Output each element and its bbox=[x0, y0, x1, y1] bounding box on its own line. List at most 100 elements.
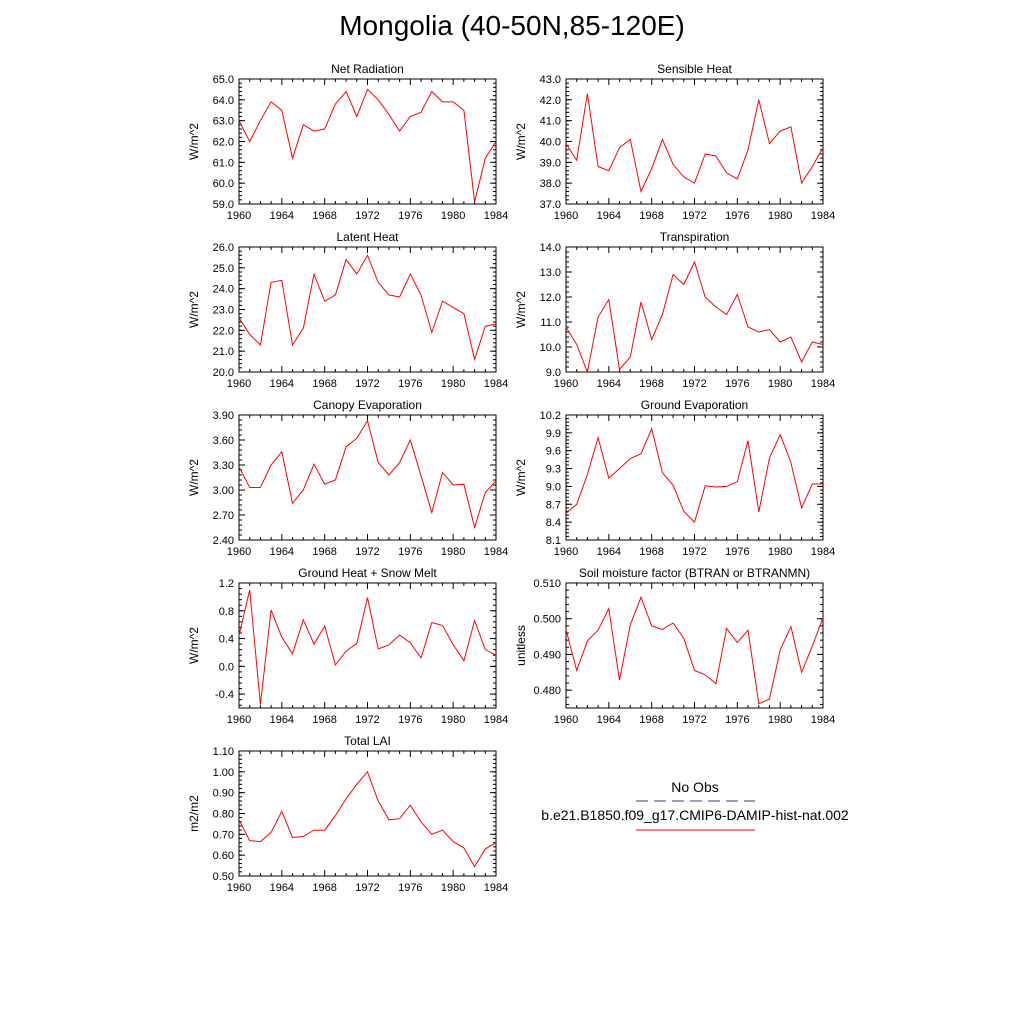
legend: No Obs b.e21.B1850.f09_g17.CMIP6-DAMIP-h… bbox=[541, 779, 849, 831]
x-tick-label: 1968 bbox=[312, 882, 336, 894]
x-tick-label: 1980 bbox=[768, 546, 792, 558]
plot-frame bbox=[238, 78, 497, 205]
x-tick-label: 1960 bbox=[554, 378, 578, 390]
y-tick-label: 22.0 bbox=[213, 325, 234, 337]
y-tick-label: 1.2 bbox=[219, 578, 234, 590]
x-tick-label: 1964 bbox=[597, 210, 621, 222]
y-tick-label: 43.0 bbox=[540, 74, 561, 86]
x-tick-label: 1968 bbox=[312, 714, 336, 726]
y-tick-label: 9.9 bbox=[546, 428, 561, 440]
panel-title: Latent Heat bbox=[336, 230, 399, 244]
x-tick-label: 1980 bbox=[768, 714, 792, 726]
series-line bbox=[238, 589, 497, 705]
x-tick-label: 1984 bbox=[811, 378, 835, 390]
x-tick-label: 1976 bbox=[725, 714, 749, 726]
x-tick-label: 1980 bbox=[441, 882, 465, 894]
x-tick-label: 1976 bbox=[398, 882, 422, 894]
panel-title: Ground Evaporation bbox=[641, 398, 748, 412]
y-tick-label: 8.1 bbox=[546, 535, 561, 547]
y-tick-label: 39.0 bbox=[540, 157, 561, 169]
y-tick-label: 0.0 bbox=[219, 661, 234, 673]
x-tick-label: 1964 bbox=[270, 210, 294, 222]
series-line bbox=[238, 254, 497, 362]
y-tick-label: 9.0 bbox=[546, 367, 561, 379]
plot-frame bbox=[565, 78, 824, 205]
x-tick-label: 1972 bbox=[355, 882, 379, 894]
y-tick-label: 0.70 bbox=[213, 829, 234, 841]
x-tick-label: 1976 bbox=[398, 546, 422, 558]
y-axis-label: W/m^2 bbox=[514, 291, 528, 328]
panel-6: Ground Evaporation W/m^2 1960 1964 1968 1972 1… bbox=[514, 398, 835, 558]
x-tick-label: 1984 bbox=[484, 378, 508, 390]
x-tick-label: 1972 bbox=[355, 546, 379, 558]
series-line bbox=[238, 88, 497, 203]
y-tick-label: 23.0 bbox=[213, 305, 234, 317]
y-tick-label: 3.30 bbox=[213, 460, 234, 472]
y-tick-label: 8.7 bbox=[546, 499, 561, 511]
series-line bbox=[565, 427, 823, 524]
y-tick-label: 60.0 bbox=[213, 178, 234, 190]
x-tick-label: 1972 bbox=[682, 378, 706, 390]
plot-frame bbox=[238, 414, 497, 541]
y-tick-label: 61.0 bbox=[213, 157, 234, 169]
x-tick-label: 1980 bbox=[768, 210, 792, 222]
y-tick-label: 2.70 bbox=[213, 510, 234, 522]
y-tick-label: 0.8 bbox=[219, 606, 234, 618]
panel-7: Ground Heat + Snow Melt W/m^2 1960 1964 1968… bbox=[187, 566, 508, 726]
x-tick-label: 1984 bbox=[484, 546, 508, 558]
y-tick-label: 41.0 bbox=[540, 116, 561, 128]
y-tick-label: 42.0 bbox=[540, 95, 561, 107]
x-tick-label: 1968 bbox=[639, 546, 663, 558]
y-axis-label: m2/m2 bbox=[187, 795, 201, 832]
panel-title: Canopy Evaporation bbox=[313, 398, 422, 412]
x-tick-label: 1984 bbox=[484, 714, 508, 726]
y-tick-label: 0.500 bbox=[533, 614, 561, 626]
x-tick-label: 1964 bbox=[270, 714, 294, 726]
legend-obs-label: No Obs bbox=[671, 779, 718, 795]
y-tick-label: 25.0 bbox=[213, 263, 234, 275]
x-tick-label: 1960 bbox=[227, 378, 251, 390]
panel-9: Total LAI m2/m2 1960 1964 1968 1972 1976 1980 19… bbox=[187, 734, 508, 894]
y-tick-label: 37.0 bbox=[540, 199, 561, 211]
y-tick-label: 13.0 bbox=[540, 267, 561, 279]
x-tick-label: 1980 bbox=[441, 546, 465, 558]
x-tick-label: 1968 bbox=[639, 714, 663, 726]
y-tick-label: 2.40 bbox=[213, 535, 234, 547]
y-axis-label: W/m^2 bbox=[514, 459, 528, 496]
x-tick-label: 1964 bbox=[597, 378, 621, 390]
x-tick-label: 1964 bbox=[597, 546, 621, 558]
panel-1: Net Radiation W/m^2 1960 1964 1968 1972 1976 19… bbox=[187, 62, 508, 222]
y-tick-label: 65.0 bbox=[213, 74, 234, 86]
x-tick-label: 1984 bbox=[811, 210, 835, 222]
plot-frame bbox=[565, 582, 824, 709]
y-tick-label: 3.90 bbox=[213, 410, 234, 422]
legend-model-label: b.e21.B1850.f09_g17.CMIP6-DAMIP-hist-nat… bbox=[541, 807, 849, 823]
y-tick-label: 62.0 bbox=[213, 137, 234, 149]
x-tick-label: 1968 bbox=[639, 210, 663, 222]
y-tick-label: 21.0 bbox=[213, 346, 234, 358]
x-tick-label: 1976 bbox=[398, 378, 422, 390]
y-tick-label: 10.0 bbox=[540, 342, 561, 354]
y-tick-label: 0.50 bbox=[213, 871, 234, 883]
panel-title: Net Radiation bbox=[331, 62, 404, 76]
series-line bbox=[238, 419, 497, 530]
y-tick-label: 0.4 bbox=[219, 634, 234, 646]
y-tick-label: 1.00 bbox=[213, 767, 234, 779]
x-tick-label: 1980 bbox=[441, 714, 465, 726]
y-tick-label: 14.0 bbox=[540, 242, 561, 254]
panel-title: Total LAI bbox=[344, 734, 391, 748]
y-axis-label: W/m^2 bbox=[187, 459, 201, 496]
y-tick-label: 38.0 bbox=[540, 178, 561, 190]
y-tick-label: 24.0 bbox=[213, 284, 234, 296]
y-tick-label: 0.480 bbox=[533, 685, 561, 697]
y-tick-label: 20.0 bbox=[213, 367, 234, 379]
panel-title: Transpiration bbox=[660, 230, 730, 244]
y-tick-label: 0.510 bbox=[533, 578, 561, 590]
x-tick-label: 1960 bbox=[227, 210, 251, 222]
x-tick-label: 1984 bbox=[484, 210, 508, 222]
y-tick-label: 8.4 bbox=[546, 517, 561, 529]
y-tick-label: 9.0 bbox=[546, 481, 561, 493]
y-axis-label: W/m^2 bbox=[187, 291, 201, 328]
x-tick-label: 1984 bbox=[484, 882, 508, 894]
